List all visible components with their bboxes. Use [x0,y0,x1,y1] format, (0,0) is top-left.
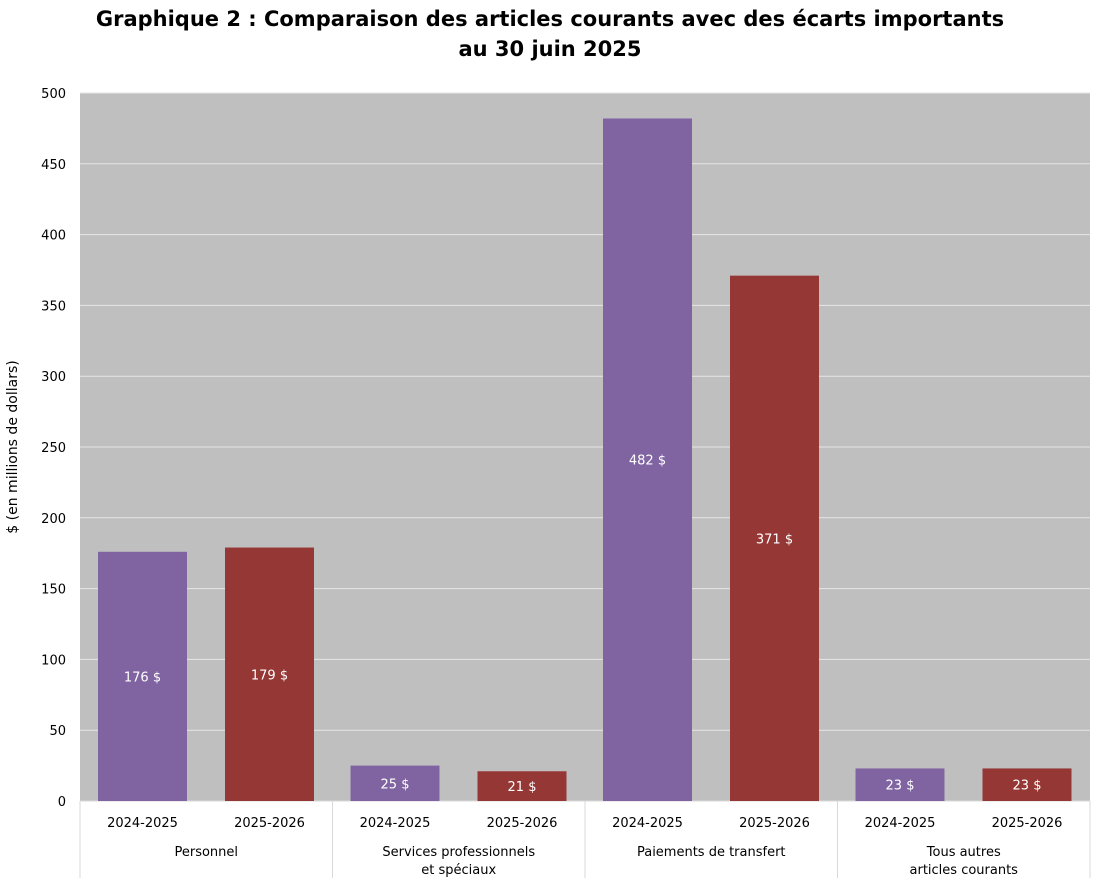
x-tick-label: 2024-2025 [612,816,683,831]
y-tick-label: 300 [41,370,66,385]
x-tick-label: 2025-2026 [234,816,305,831]
data-label: 482 $ [629,454,666,469]
bar [350,765,440,801]
category-label: et spéciaux [421,863,496,878]
y-tick-label: 100 [41,653,66,668]
x-tick-label: 2025-2026 [487,816,558,831]
y-axis-label: $ (en millions de dollars) [5,360,21,533]
data-label: 176 $ [124,670,161,685]
bar [477,771,567,801]
chart-title: Graphique 2 : Comparaison des articles c… [0,4,1100,64]
data-label: 371 $ [756,532,793,547]
y-tick-label: 500 [41,87,66,102]
x-tick-label: 2024-2025 [360,816,431,831]
x-tick-label: 2025-2026 [992,816,1063,831]
y-tick-label: 450 [41,158,66,173]
x-tick-label: 2024-2025 [865,816,936,831]
y-tick-label: 0 [58,795,66,810]
bar [603,118,692,802]
x-tick-label: 2024-2025 [107,816,178,831]
category-label: Services professionnels [382,845,535,860]
bar [730,275,819,801]
chart-title-line2: au 30 juin 2025 [458,37,642,61]
y-tick-label: 200 [41,512,66,527]
category-label: Paiements de transfert [637,845,786,860]
bar [98,551,187,801]
category-label: Tous autres [926,845,1001,860]
data-label: 21 $ [508,780,537,795]
y-tick-label: 50 [49,724,66,739]
x-tick-label: 2025-2026 [739,816,810,831]
y-tick-label: 250 [41,441,66,456]
data-label: 179 $ [251,668,288,683]
data-label: 23 $ [886,779,915,794]
y-tick-label: 350 [41,299,66,314]
bar [855,768,945,801]
y-tick-label: 150 [41,583,66,598]
y-tick-label: 400 [41,229,66,244]
data-label: 25 $ [381,777,410,792]
category-label: articles courants [910,863,1019,878]
chart-title-line1: Graphique 2 : Comparaison des articles c… [95,7,1005,31]
bar [982,768,1072,801]
bar [225,547,314,801]
data-label: 23 $ [1013,779,1042,794]
category-label: Personnel [174,845,238,860]
